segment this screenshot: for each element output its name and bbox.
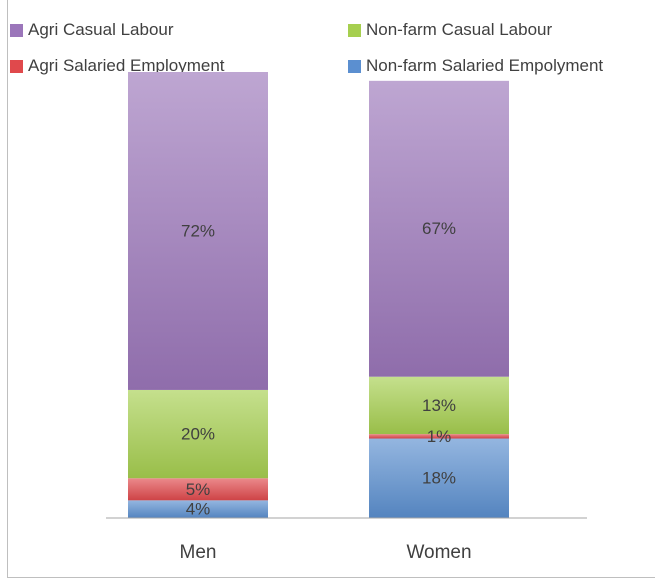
bar-segment-women-agri-salaried-employment (369, 434, 509, 439)
bar-segment-men-non-farm-salaried-empolyment (128, 500, 268, 518)
data-label: 67% (422, 219, 456, 238)
bar-segment-women-non-farm-salaried-empolyment (369, 438, 509, 518)
category-label-women: Women (406, 542, 471, 563)
data-label: 13% (422, 396, 456, 415)
bar-segment-men-agri-casual-labour (128, 72, 268, 390)
data-label: 18% (422, 469, 456, 488)
legend-label: Non-farm Salaried Empolyment (366, 56, 604, 75)
data-label: 5% (186, 480, 211, 499)
legend-swatch (10, 59, 23, 73)
legend-swatch (348, 59, 361, 73)
data-label: 20% (181, 425, 215, 444)
legend-item-agri-casual-labour: Agri Casual Labour (10, 16, 174, 44)
category-label-men: Men (180, 542, 217, 563)
data-label: 72% (181, 221, 215, 240)
legend-item-non-farm-salaried-empolyment: Non-farm Salaried Empolyment (348, 52, 603, 80)
legend-label: Non-farm Casual Labour (366, 20, 553, 39)
legend-item-non-farm-casual-labour: Non-farm Casual Labour (348, 16, 552, 44)
chart-plot: 4%5% 20% 72% 18% 1% 13% 67% Men Women (106, 72, 587, 563)
legend-swatch (10, 23, 23, 37)
chart-legend: Agri Casual Labour Non-farm Casual Labou… (10, 10, 655, 75)
data-label: 1% (427, 427, 452, 446)
bar-segment-women-agri-casual-labour (369, 80, 509, 377)
bar-segment-men-non-farm-casual-labour (128, 389, 268, 479)
data-label: 4% (186, 500, 211, 519)
legend-swatch (348, 23, 361, 37)
legend-label: Agri Salaried Employment (28, 56, 225, 75)
legend-item-agri-salaried-employment: Agri Salaried Employment (10, 52, 225, 80)
bar-segment-women-non-farm-casual-labour (369, 376, 509, 435)
legend-label: Agri Casual Labour (28, 20, 174, 39)
bar-segment-men-agri-salaried-employment (128, 478, 268, 501)
